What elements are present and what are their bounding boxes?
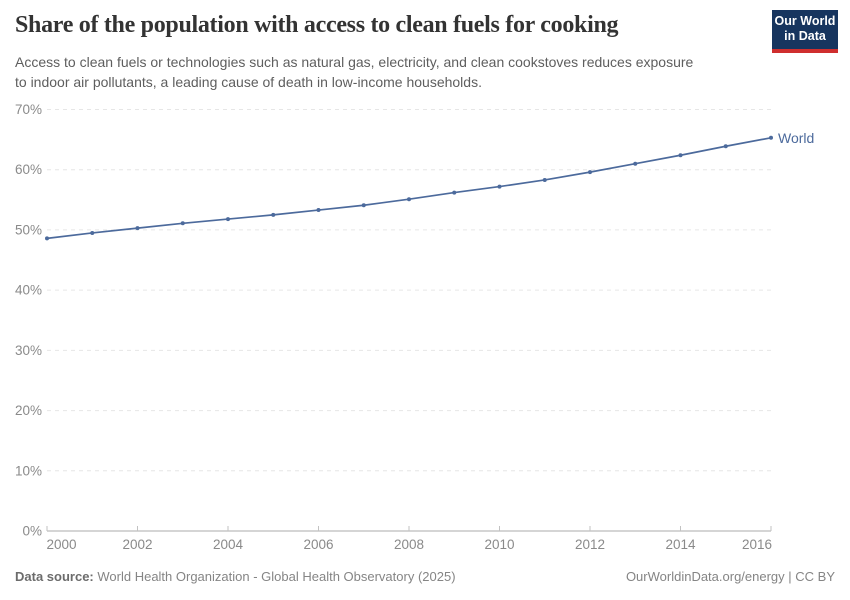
data-point[interactable] (361, 203, 366, 208)
data-source-note: Data source: World Health Organization -… (15, 569, 456, 584)
data-source-value: World Health Organization - Global Healt… (97, 569, 456, 584)
owid-logo: Our World in Data (772, 10, 838, 53)
x-tick-label: 2000 (47, 537, 77, 552)
data-point[interactable] (180, 221, 185, 226)
chart-subtitle-line1: Access to clean fuels or technologies su… (15, 54, 694, 70)
data-point[interactable] (769, 135, 773, 140)
data-point[interactable] (452, 190, 457, 195)
owid-logo-line2: in Data (784, 29, 826, 43)
owid-logo-line1: Our World (774, 14, 836, 28)
y-tick-label: 20% (15, 403, 42, 418)
x-tick-label: 2008 (394, 537, 424, 552)
data-point[interactable] (226, 217, 230, 222)
data-point[interactable] (633, 161, 638, 166)
y-tick-label: 60% (15, 162, 42, 177)
x-tick-label: 2004 (213, 537, 244, 552)
y-tick-label: 70% (15, 102, 42, 117)
page-title: Share of the population with access to c… (15, 12, 619, 38)
data-source-label: Data source: (15, 569, 94, 584)
x-tick-label: 2012 (575, 537, 605, 552)
x-tick-label: 2002 (122, 537, 152, 552)
data-point[interactable] (588, 170, 592, 175)
credit-link[interactable]: OurWorldinData.org/energy | CC BY (625, 569, 835, 584)
y-tick-label: 30% (15, 343, 42, 358)
y-tick-label: 0% (22, 524, 42, 539)
chart-subtitle-line2: to indoor air pollutants, a leading caus… (15, 74, 482, 90)
data-point[interactable] (316, 208, 321, 213)
x-tick-label: 2010 (484, 537, 514, 552)
data-point[interactable] (407, 197, 411, 202)
series-label-world[interactable]: World (778, 129, 815, 146)
series-line[interactable] (46, 136, 772, 240)
x-tick-label: 2006 (303, 537, 333, 552)
data-point[interactable] (45, 236, 49, 241)
data-point[interactable] (542, 177, 547, 182)
data-point[interactable] (497, 184, 502, 189)
y-tick-label: 10% (15, 463, 42, 478)
data-point[interactable] (271, 212, 276, 217)
data-point[interactable] (90, 230, 95, 235)
x-tick-label: 2014 (665, 537, 696, 552)
chart-subtitle: Access to clean fuels or technologies su… (15, 52, 755, 92)
x-tick-label: 2016 (742, 537, 772, 552)
y-tick-label: 50% (15, 222, 42, 237)
y-tick-label: 40% (15, 283, 42, 298)
data-point[interactable] (135, 226, 140, 231)
data-point[interactable] (678, 153, 683, 158)
data-point[interactable] (723, 144, 728, 149)
